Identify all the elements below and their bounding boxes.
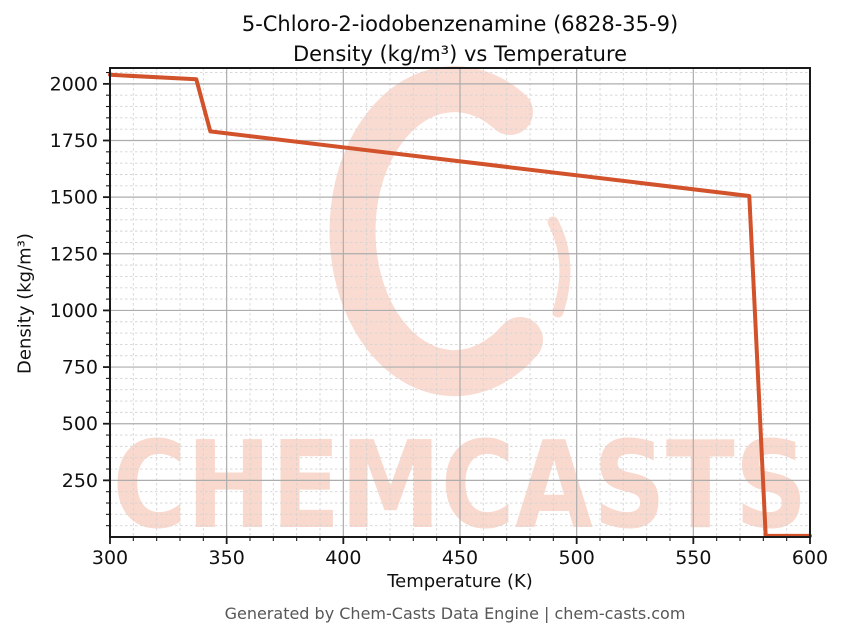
y-tick-label: 1750 [50, 130, 98, 152]
x-axis-label: Temperature (K) [387, 571, 533, 592]
watermark-logo-curl-icon [547, 216, 571, 318]
y-tick-label: 1500 [50, 187, 98, 209]
chart-title: 5-Chloro-2-iodobenzenamine (6828-35-9) D… [110, 9, 810, 69]
x-tick-label: 500 [559, 547, 595, 569]
x-tick-label: 550 [675, 547, 711, 569]
x-tick-label: 400 [325, 547, 361, 569]
watermark-logo-c-icon [329, 66, 543, 397]
y-tick-label: 750 [62, 357, 98, 379]
chart-title-line1: 5-Chloro-2-iodobenzenamine (6828-35-9) [241, 12, 679, 36]
y-tick-label: 250 [62, 470, 98, 492]
density-line-series [108, 72, 812, 538]
chart-title-line2: Density (kg/m³) vs Temperature [292, 42, 628, 66]
x-tick-label: 450 [442, 547, 478, 569]
watermark-logo-swirl-icon [405, 91, 533, 117]
y-tick-label: 500 [62, 413, 98, 435]
footer-credit: Generated by Chem-Casts Data Engine | ch… [224, 604, 686, 623]
x-tick-label: 350 [209, 547, 245, 569]
y-tick-label: 1250 [50, 243, 98, 265]
x-tick-label: 300 [92, 547, 128, 569]
y-tick-label: 1000 [50, 300, 98, 322]
x-tick-label: 600 [792, 547, 828, 569]
y-axis-label: Density (kg/m³) [14, 233, 36, 374]
y-tick-label: 2000 [50, 73, 98, 95]
